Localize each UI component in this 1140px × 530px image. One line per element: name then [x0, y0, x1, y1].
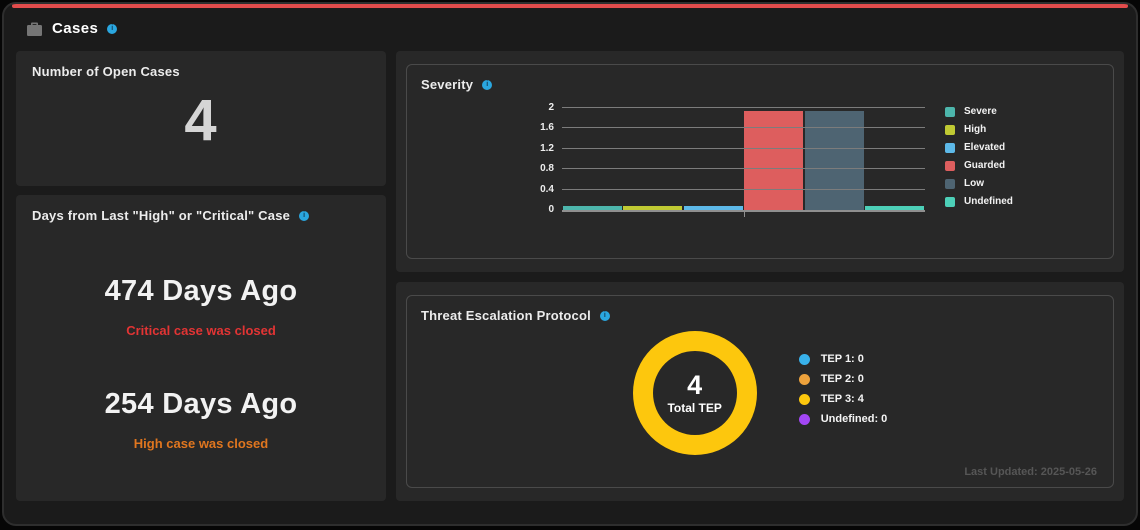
tep-content: 4 Total TEP TEP 1: 0 TEP 2: 0 TEP 3: 4 Unde… [421, 331, 1099, 455]
main-area: Number of Open Cases 4 Days from Last "H… [4, 43, 1136, 513]
tep-legend: TEP 1: 0 TEP 2: 0 TEP 3: 4 Undefined: 0 [798, 353, 888, 433]
severity-bar-severe[interactable] [562, 206, 622, 210]
legend-swatch [945, 106, 955, 117]
critical-caption: Critical case was closed [126, 323, 276, 338]
severity-legend-item-undefined[interactable]: Undefined [945, 196, 1013, 207]
severity-bar-slot-high [623, 108, 684, 210]
gridline [562, 127, 925, 129]
high-caption: High case was closed [133, 436, 269, 451]
tep-panel: Threat Escalation Protocol 4 Total TEP T… [406, 295, 1114, 488]
severity-title: Severity [421, 77, 474, 92]
y-tick-label: 0.4 [540, 183, 554, 195]
open-cases-card: Number of Open Cases 4 [16, 51, 386, 186]
legend-label: Low [964, 178, 984, 189]
severity-title-row: Severity [421, 77, 1099, 92]
legend-swatch [945, 124, 955, 135]
legend-label: Guarded [964, 160, 1006, 171]
gridline [562, 107, 925, 108]
legend-circle [798, 373, 810, 385]
severity-legend-item-guarded[interactable]: Guarded [945, 160, 1013, 171]
open-cases-title: Number of Open Cases [32, 64, 180, 79]
tep-info-icon[interactable] [599, 310, 610, 321]
days-since-info-icon[interactable] [299, 210, 310, 221]
gridline [562, 147, 925, 149]
critical-days-value: 474 Days Ago [104, 275, 298, 307]
legend-circle [798, 413, 810, 425]
legend-swatch [945, 142, 955, 153]
severity-bar-guarded[interactable] [744, 111, 804, 210]
y-tick-label: 0.8 [540, 163, 554, 175]
legend-label: TEP 1: 0 [820, 353, 864, 365]
y-tick-label: 1.2 [540, 142, 554, 154]
right-column: Severity 0 0.4 0.8 1.2 1.6 2 Severe High Elevat… [396, 51, 1124, 501]
severity-legend-item-elevated[interactable]: Elevated [945, 142, 1013, 153]
severity-bar-slot-low [804, 108, 865, 210]
tep-title: Threat Escalation Protocol [421, 308, 591, 323]
page-header: Cases [4, 4, 1136, 43]
y-tick-label: 2 [548, 102, 554, 113]
days-since-title: Days from Last "High" or "Critical" Case [32, 208, 291, 223]
severity-card: Severity 0 0.4 0.8 1.2 1.6 2 Severe High Elevat… [396, 51, 1124, 272]
severity-x-axis-tick [743, 212, 745, 217]
severity-bar-slot-undefined [865, 108, 926, 210]
gridline [562, 168, 925, 170]
severity-bar-slot-elevated [683, 108, 744, 210]
legend-label: TEP 2: 0 [820, 373, 864, 385]
legend-circle [798, 353, 810, 365]
days-since-title-row: Days from Last "High" or "Critical" Case [32, 208, 370, 223]
critical-days-block: 474 Days Ago Critical case was closed [32, 275, 370, 338]
severity-legend-item-high[interactable]: High [945, 124, 1013, 135]
severity-bar-undefined[interactable] [865, 206, 925, 210]
legend-label: Undefined: 0 [820, 413, 888, 425]
legend-label: High [964, 124, 987, 135]
legend-swatch [945, 160, 955, 171]
tep-total-label: Total TEP [667, 400, 722, 415]
y-tick-label: 0 [548, 204, 554, 215]
legend-circle [798, 393, 810, 405]
legend-label: Undefined [964, 196, 1013, 207]
tep-title-row: Threat Escalation Protocol [421, 308, 1099, 323]
high-days-block: 254 Days Ago High case was closed [32, 388, 370, 451]
days-since-card: Days from Last "High" or "Critical" Case… [16, 195, 386, 501]
gridline [562, 188, 925, 190]
severity-bar-low[interactable] [804, 111, 864, 210]
legend-label: Elevated [964, 142, 1006, 153]
severity-panel: Severity 0 0.4 0.8 1.2 1.6 2 Severe High Elevat… [406, 64, 1114, 259]
severity-bar-slot-guarded [744, 108, 805, 210]
severity-plot: 0 0.4 0.8 1.2 1.6 2 [540, 102, 925, 217]
tep-legend-item-tep-1[interactable]: TEP 1: 0 [798, 353, 888, 365]
tep-total-value: 4 [687, 369, 703, 400]
left-column: Number of Open Cases 4 Days from Last "H… [16, 51, 386, 501]
top-accent-bar [12, 4, 1128, 8]
legend-label: Severe [964, 106, 997, 117]
last-updated-text: Last Updated: 2025-05-26 [964, 466, 1097, 478]
severity-bar-elevated[interactable] [683, 206, 743, 210]
y-tick-label: 1.6 [540, 122, 554, 134]
severity-chart: 0 0.4 0.8 1.2 1.6 2 Severe High Elevated Guarded… [540, 102, 1099, 217]
legend-swatch [945, 196, 955, 207]
severity-info-icon[interactable] [482, 79, 493, 90]
legend-swatch [945, 178, 955, 189]
tep-legend-item-tep-3[interactable]: TEP 3: 4 [798, 393, 888, 405]
severity-legend: Severe High Elevated Guarded Low Undefined [945, 106, 1013, 214]
open-cases-value: 4 [184, 88, 218, 153]
severity-legend-item-severe[interactable]: Severe [945, 106, 1013, 117]
tep-legend-item-undefined[interactable]: Undefined: 0 [798, 413, 888, 425]
high-days-value: 254 Days Ago [104, 388, 298, 420]
severity-bar-slot-severe [562, 108, 623, 210]
severity-bars [562, 108, 925, 210]
briefcase-icon [26, 21, 43, 37]
severity-bar-high[interactable] [623, 206, 683, 210]
cases-info-icon[interactable] [107, 23, 118, 34]
severity-legend-item-low[interactable]: Low [945, 178, 1013, 189]
tep-donut-center: 4 Total TEP [652, 351, 737, 435]
tep-donut-chart[interactable]: 4 Total TEP [632, 331, 757, 455]
legend-label: TEP 3: 4 [820, 393, 864, 405]
tep-card: Threat Escalation Protocol 4 Total TEP T… [396, 282, 1124, 501]
tep-legend-item-tep-2[interactable]: TEP 2: 0 [798, 373, 888, 385]
page-title: Cases [52, 20, 99, 37]
